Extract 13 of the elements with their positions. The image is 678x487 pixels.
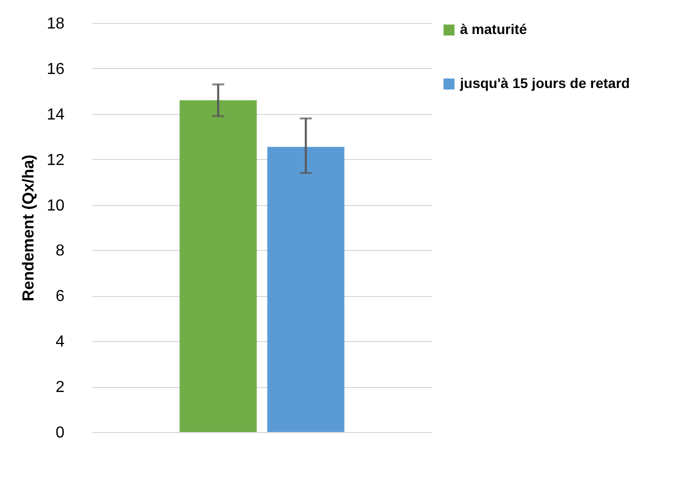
legend-label: à maturité (460, 21, 528, 37)
y-tick-label: 0 (56, 424, 65, 442)
y-tick-label: 12 (46, 152, 65, 169)
y-tick-label: 8 (56, 242, 65, 260)
y-tick-label: 4 (56, 334, 65, 351)
y-tick-label: 16 (46, 60, 65, 78)
y-tick-label: 18 (46, 16, 65, 32)
y-tick-label: 6 (56, 288, 65, 306)
y-tick-label: 14 (46, 106, 65, 124)
y-tick-label: 10 (46, 197, 65, 214)
y-axis-title: Rendement (Qx/ha) (20, 154, 38, 302)
y-tick-label: 2 (56, 379, 65, 396)
legend-label: jusqu'à 15 jours de retard (459, 75, 630, 91)
